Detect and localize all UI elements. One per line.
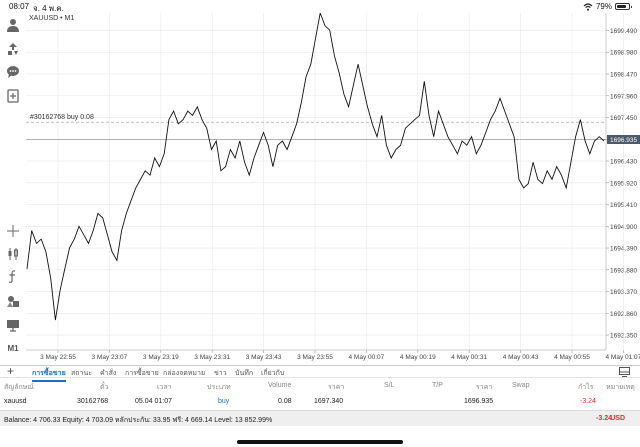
row-profit: -3.24 — [580, 398, 596, 405]
price-series-line — [26, 13, 605, 321]
table-row[interactable]: xauusd 30162768 05.04 01:07 buy 0.08 169… — [0, 395, 640, 409]
time-tick-label: 3 May 23:31 — [194, 354, 230, 361]
tab-orders[interactable]: คำสั่ง — [100, 370, 117, 377]
price-tick-label: 1698.980 — [610, 50, 637, 57]
current-price-label: 1696.935 — [610, 137, 637, 144]
price-tick-label: 1692.350 — [610, 333, 637, 340]
time-tick-label: 3 May 23:19 — [143, 354, 179, 361]
header-swap: Swap — [512, 382, 530, 389]
wifi-icon — [583, 2, 593, 11]
home-indicator — [237, 440, 403, 444]
price-tick-label: 1698.470 — [610, 72, 637, 79]
header-ticket: ตั๋ว — [100, 384, 109, 391]
time-tick-label: 3 May 22:55 — [40, 354, 76, 361]
trade-icon[interactable] — [4, 40, 22, 58]
price-tick-label: 1695.410 — [610, 202, 637, 209]
function-icon[interactable] — [4, 267, 22, 285]
price-tick-label: 1699.490 — [610, 28, 637, 35]
battery-icon — [615, 3, 632, 10]
time-tick-label: 4 May 01:07 — [606, 354, 640, 361]
plus-icon[interactable]: + — [7, 364, 15, 378]
price-tick-label: 1697.960 — [610, 93, 637, 100]
price-tick-label: 1694.900 — [610, 224, 637, 231]
header-type: ประเภท — [207, 384, 231, 391]
header-price2: ราคา — [476, 384, 493, 391]
header-time: เวลา — [157, 384, 172, 391]
tab-news[interactable]: ข่าว — [214, 370, 227, 377]
price-tick-label: 1692.860 — [610, 311, 637, 318]
screen-mode-icon[interactable] — [619, 367, 630, 377]
terminal-tabs: + การซื้อขาย สถานะ คำสั่ง การซื้อขาย กล่… — [0, 364, 640, 382]
balance-profit: -3.24 — [596, 415, 612, 422]
price-tick-label: 1697.450 — [610, 115, 637, 122]
tab-trade[interactable]: การซื้อขาย — [32, 370, 66, 382]
header-tp: T/P — [432, 382, 443, 389]
crosshair-icon[interactable] — [4, 222, 22, 240]
chart-title: XAUUSD • M1 — [29, 15, 75, 22]
price-tick-label: 1695.920 — [610, 180, 637, 187]
row-open-price: 1697.340 — [314, 398, 344, 405]
time-tick-label: 4 May 00:07 — [349, 354, 385, 361]
tab-status[interactable]: สถานะ — [71, 370, 92, 377]
price-chart[interactable]: 1699.490 1698.980 1698.470 1697.960 1697.450… — [26, 13, 640, 365]
tab-history[interactable]: การซื้อขาย — [125, 370, 159, 377]
chart-svg[interactable]: 1699.490 1698.980 1698.470 1697.960 1697.450… — [26, 13, 640, 365]
header-profit: กำไร — [578, 384, 594, 391]
header-price: ราคา — [328, 384, 345, 391]
status-date: จ. 4 พ.ค. — [33, 4, 64, 13]
row-volume: 0.08 — [278, 398, 292, 405]
time-tick-label: 4 May 00:19 — [400, 354, 436, 361]
balance-currency: USD — [610, 415, 625, 422]
current-price-box — [607, 134, 640, 144]
balance-bar: Balance: 4 706.33 Equity: 4 703.09 หลักป… — [0, 410, 640, 426]
price-tick-label: 1694.390 — [610, 246, 637, 253]
time-tick-label: 3 May 23:07 — [92, 354, 128, 361]
balance-summary: Balance: 4 706.33 Equity: 4 703.09 หลักป… — [4, 417, 273, 424]
time-tick-label: 3 May 23:43 — [246, 354, 282, 361]
time-tick-label: 4 May 00:55 — [554, 354, 590, 361]
left-toolbar: M1 — [0, 13, 26, 358]
time-tick-label: 4 May 00:31 — [451, 354, 487, 361]
candle-icon[interactable] — [4, 245, 22, 263]
header-symbol: สัญลักษณ์ — [4, 384, 34, 391]
templates-icon[interactable] — [4, 316, 22, 334]
status-time: 08:07 — [9, 2, 30, 11]
add-document-icon[interactable] — [4, 87, 22, 105]
row-symbol: xauusd — [4, 398, 27, 405]
timeframe-label[interactable]: M1 — [7, 343, 19, 353]
price-tick-label: 1696.430 — [610, 159, 637, 166]
row-type: buy — [218, 398, 230, 405]
header-sl: S/L — [384, 382, 395, 389]
row-time: 05.04 01:07 — [135, 398, 172, 405]
row-current-price: 1696.935 — [464, 398, 494, 405]
battery-fill — [617, 5, 626, 8]
positions-table-header: สัญลักษณ์ ตั๋ว เวลา ประเภท Volume ราคา S… — [0, 379, 640, 393]
time-tick-label: 3 May 23:55 — [297, 354, 333, 361]
order-label[interactable]: #30162768 buy 0.08 — [30, 114, 94, 121]
header-comment: หมายเหตุ — [606, 384, 635, 391]
status-bar: 08:07 จ. 4 พ.ค. 79% — [0, 0, 640, 13]
battery-percent: 79% — [595, 2, 612, 11]
tab-journal[interactable]: บันทึก — [235, 370, 254, 377]
header-volume: Volume — [268, 382, 292, 389]
row-ticket: 30162768 — [77, 398, 109, 405]
chat-icon[interactable] — [4, 63, 22, 81]
tab-about[interactable]: เกี่ยวกับ — [261, 370, 285, 377]
price-tick-label: 1693.880 — [610, 267, 637, 274]
tab-mailbox[interactable]: กล่องจดหมาย — [163, 370, 206, 377]
objects-icon[interactable] — [4, 292, 22, 310]
time-tick-label: 4 May 00:43 — [503, 354, 539, 361]
price-tick-label: 1693.370 — [610, 289, 637, 296]
user-icon[interactable] — [4, 16, 22, 34]
